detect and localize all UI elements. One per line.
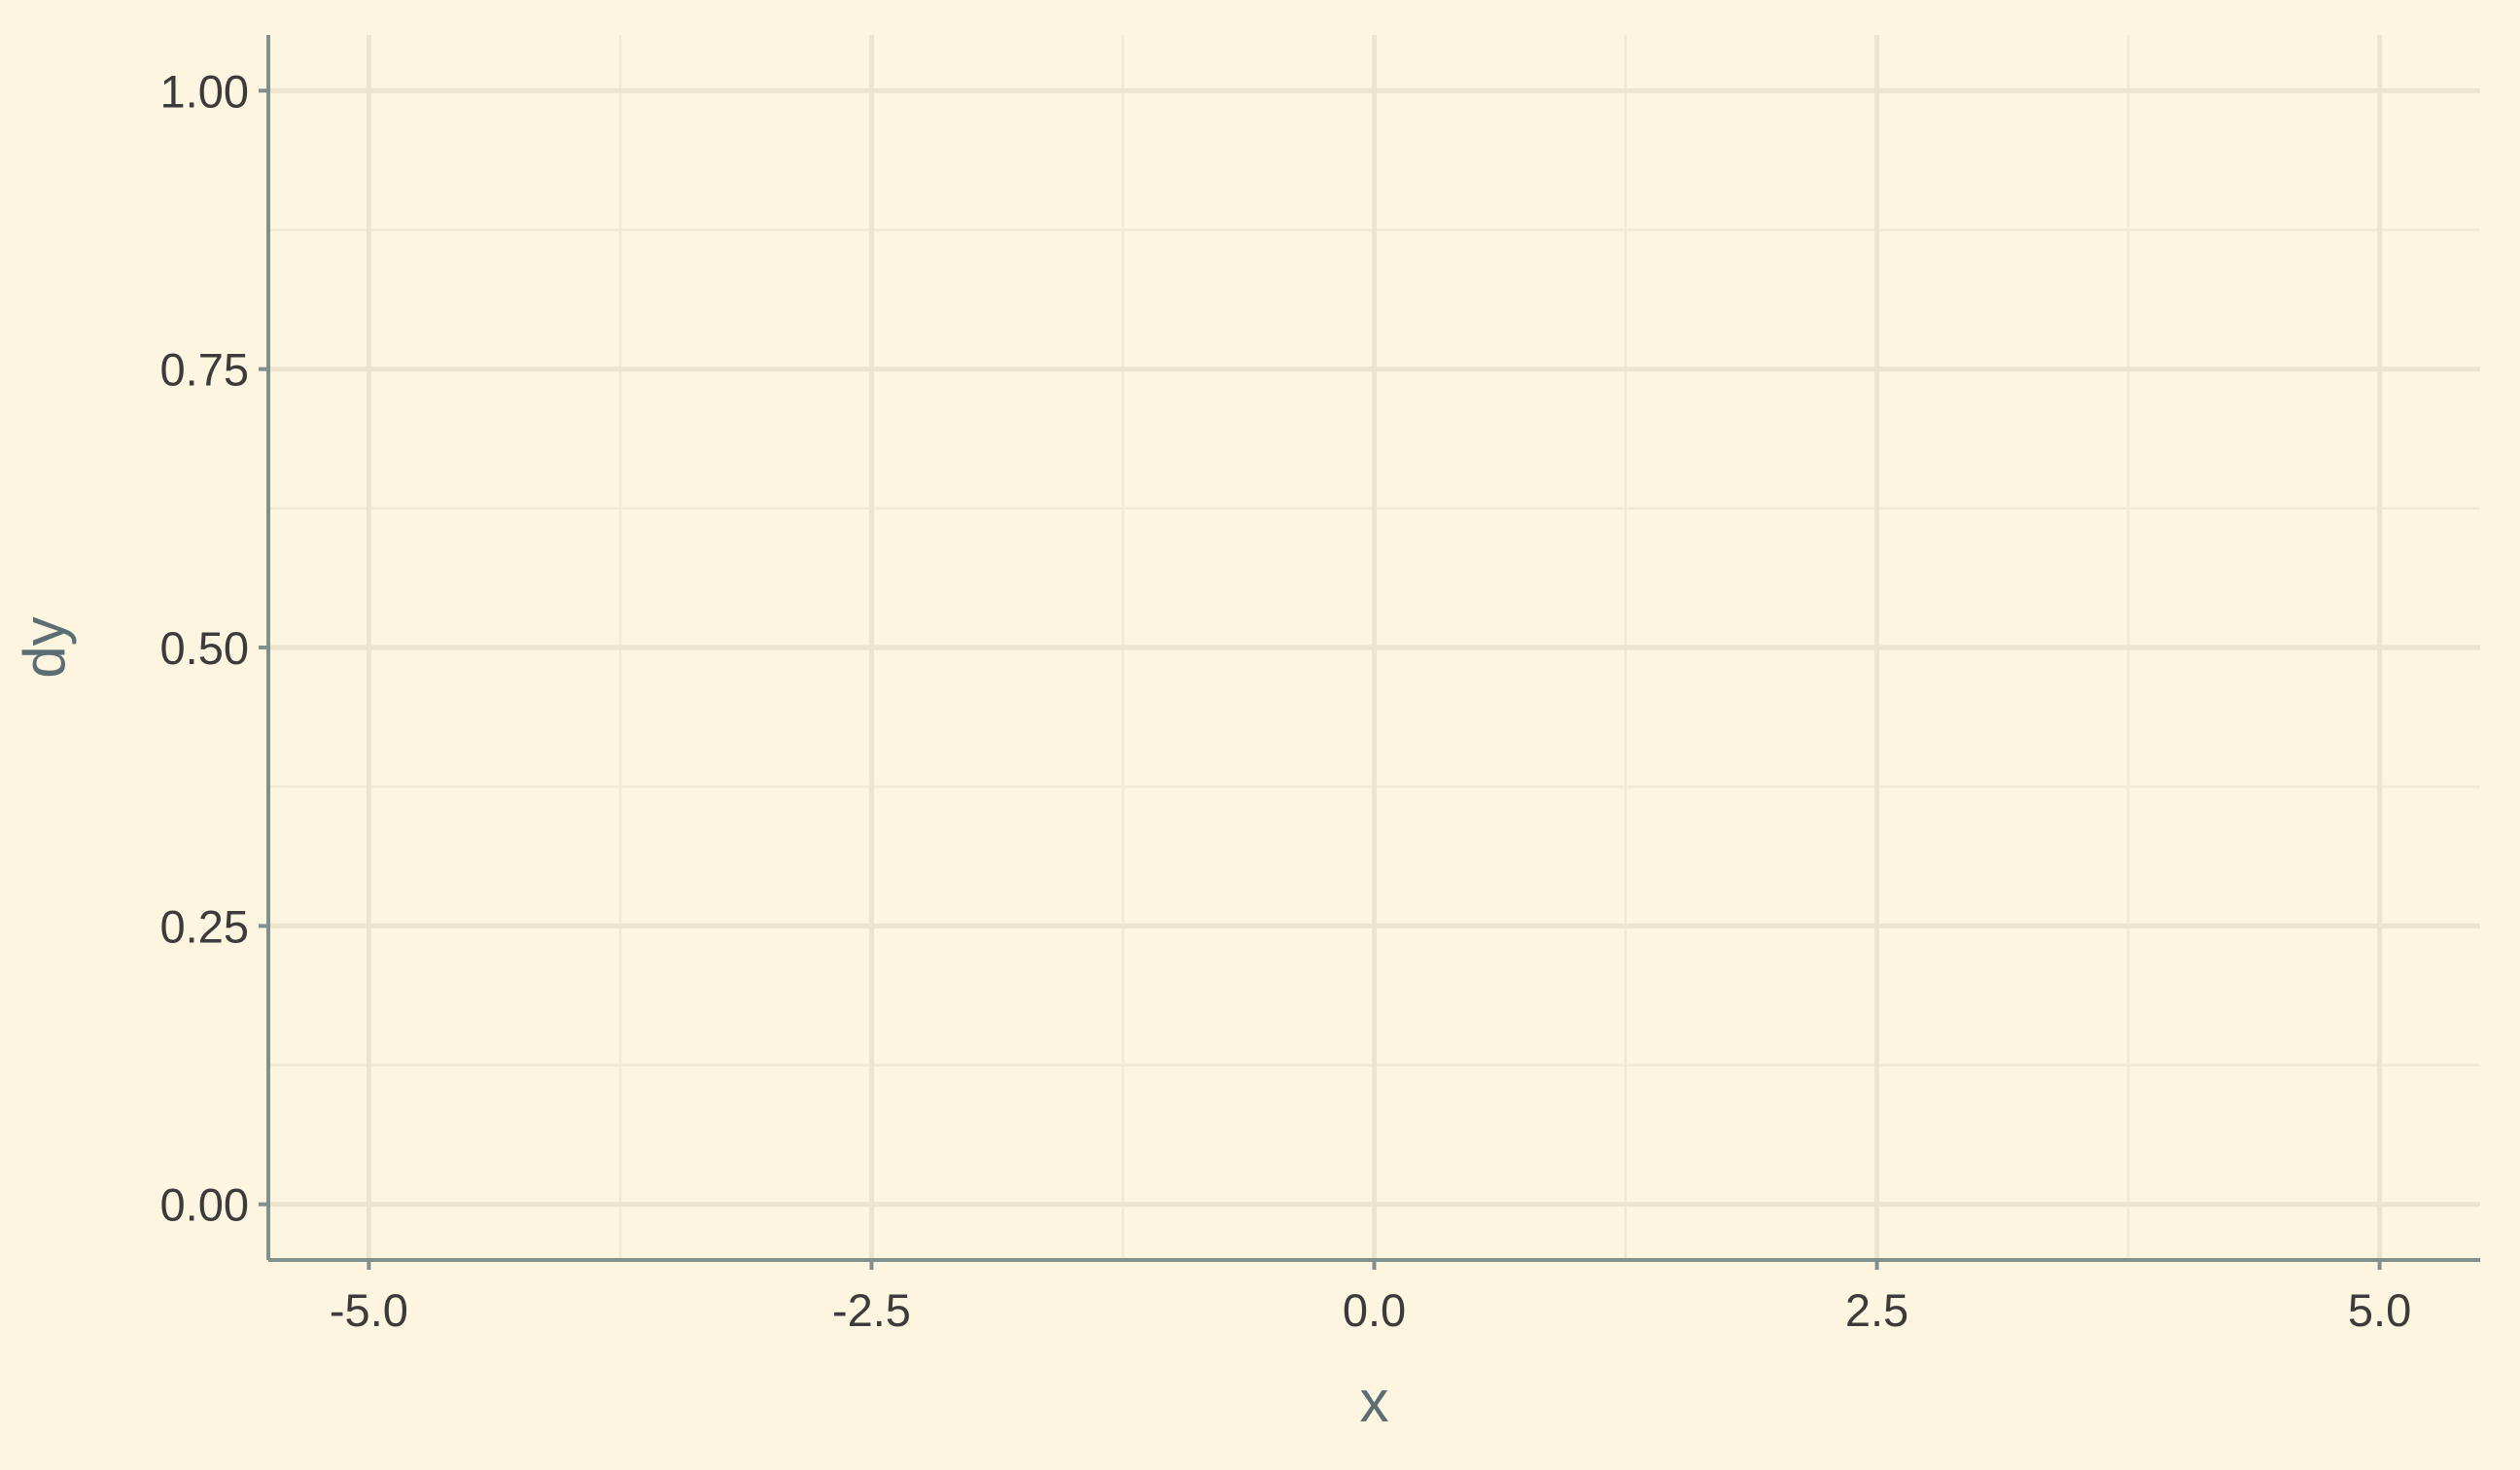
y-axis-title: dy xyxy=(12,616,77,678)
y-tick-label: 0.50 xyxy=(160,622,249,674)
x-axis-title: x xyxy=(1360,1369,1389,1434)
grid xyxy=(268,35,2480,1260)
x-tick-label: -5.0 xyxy=(330,1284,408,1336)
x-tick-label: -2.5 xyxy=(832,1284,911,1336)
x-tick-label: 2.5 xyxy=(1845,1284,1908,1336)
y-tick-label: 0.75 xyxy=(160,344,249,396)
x-tick-label: 0.0 xyxy=(1343,1284,1406,1336)
ticks: -5.0 -2.5 0.0 2.5 5.0 0.00 0.25 0.50 0.75 1.00 xyxy=(160,65,2412,1336)
y-tick-label: 1.00 xyxy=(160,65,249,117)
y-tick-label: 0.25 xyxy=(160,900,249,952)
y-tick-label: 0.00 xyxy=(160,1179,249,1231)
x-tick-label: 5.0 xyxy=(2348,1284,2411,1336)
